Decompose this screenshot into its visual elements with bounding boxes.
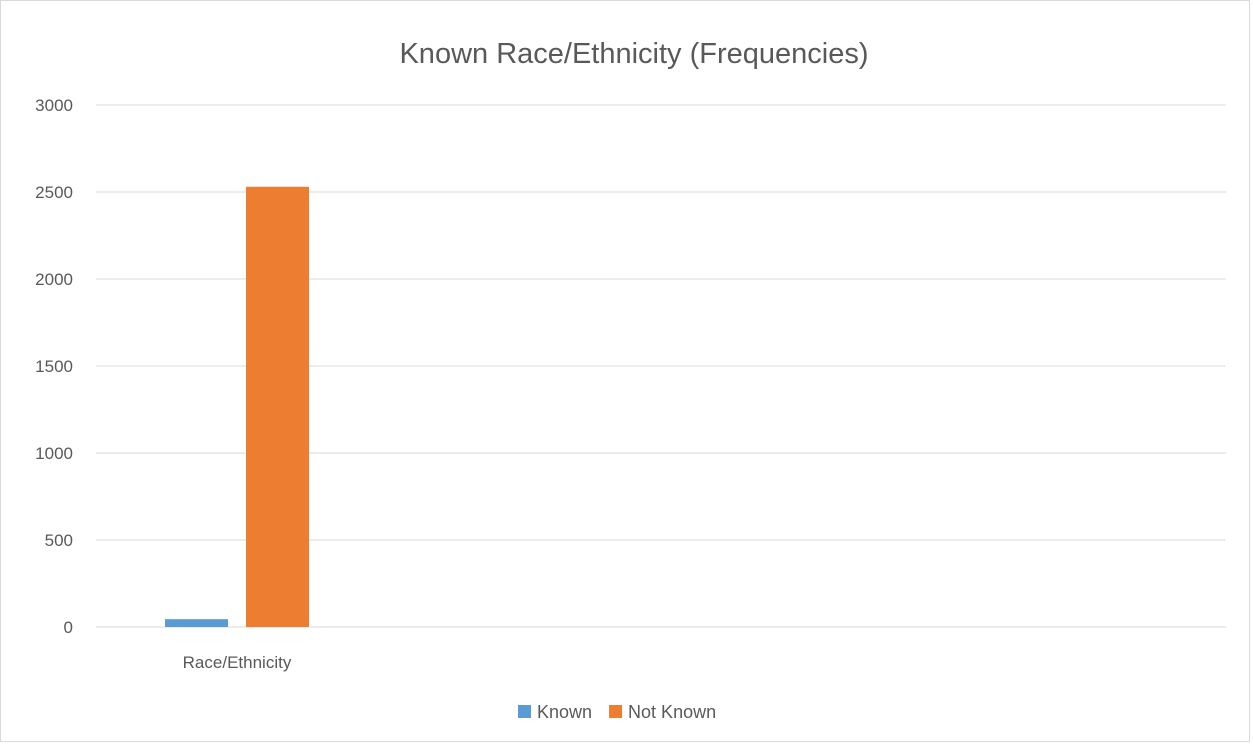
bar-not-known	[246, 186, 309, 627]
legend: Known Not Known	[518, 702, 716, 722]
x-tick-label: Race/Ethnicity	[183, 653, 292, 672]
y-axis-tick-labels: 0 500 1000 1500 2000 2500 3000	[35, 96, 73, 637]
y-tick-label: 500	[45, 531, 73, 550]
bars	[165, 186, 309, 627]
legend-swatch-not-known	[609, 705, 623, 718]
legend-label: Known	[537, 702, 592, 722]
y-tick-label: 3000	[35, 96, 73, 115]
y-tick-label: 2500	[35, 183, 73, 202]
y-tick-label: 0	[64, 618, 73, 637]
legend-label: Not Known	[628, 702, 716, 722]
y-tick-label: 2000	[35, 270, 73, 289]
y-tick-label: 1500	[35, 357, 73, 376]
y-tick-label: 1000	[35, 444, 73, 463]
chart-title: Known Race/Ethnicity (Frequencies)	[399, 38, 868, 70]
x-axis-tick-labels: Race/Ethnicity	[183, 653, 292, 672]
bar-known	[165, 619, 228, 627]
legend-swatch-known	[518, 705, 531, 718]
